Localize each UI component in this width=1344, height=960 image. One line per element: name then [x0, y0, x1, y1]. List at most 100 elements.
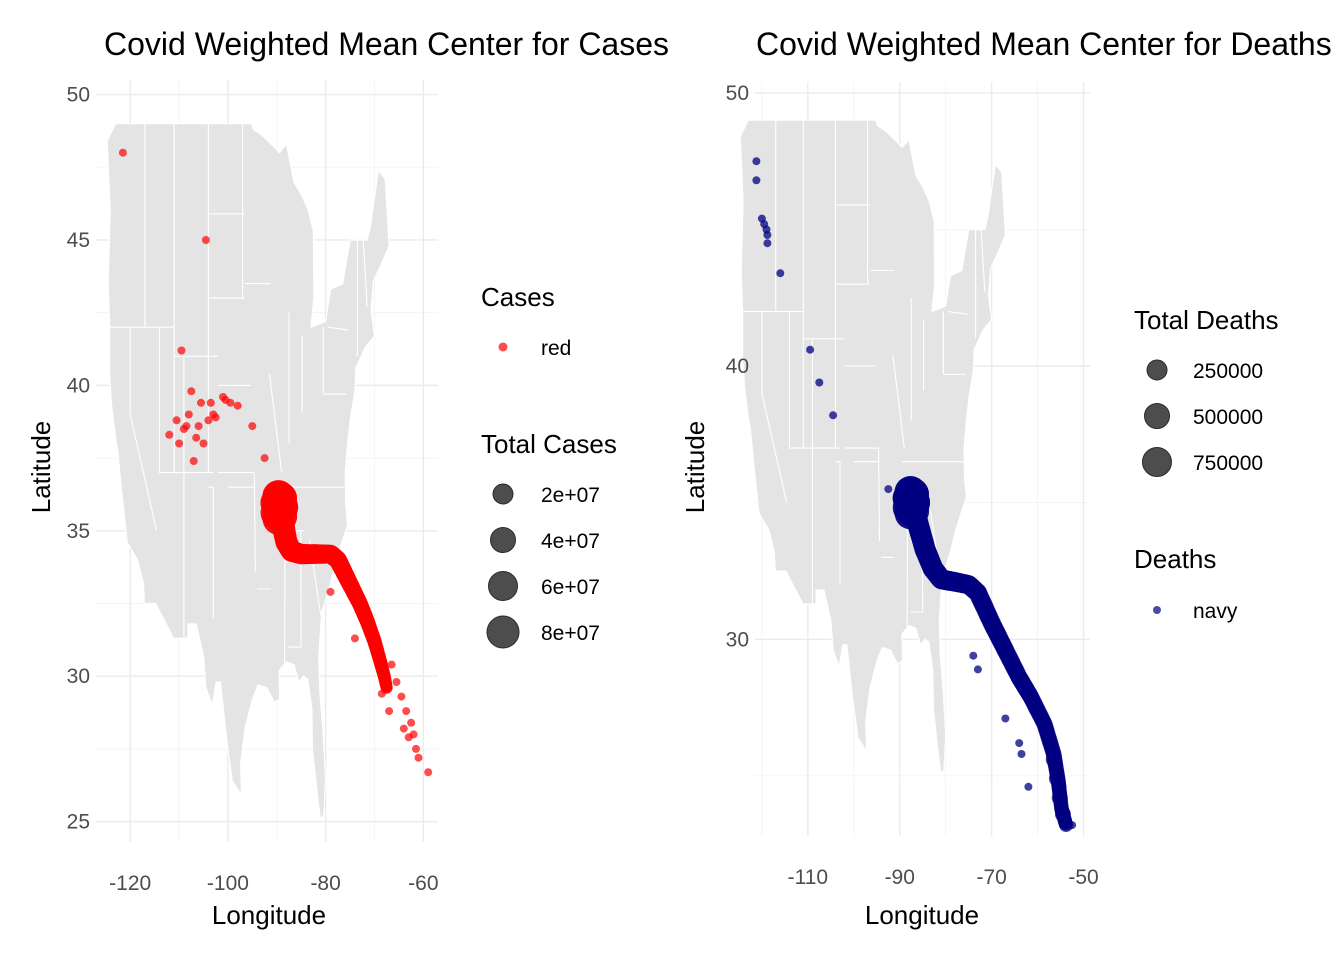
cases-point	[199, 439, 208, 448]
cases-us-outline	[106, 123, 390, 820]
cases-x-axis-title: Longitude	[212, 900, 326, 930]
deaths-point	[884, 485, 893, 494]
deaths-point	[815, 378, 824, 387]
deaths-us-basemap	[739, 119, 1007, 775]
cases-point	[377, 689, 386, 698]
cases-size-label-4: 8e+07	[541, 622, 600, 645]
deaths-state-border	[947, 310, 968, 315]
deaths-point	[1045, 751, 1062, 768]
cases-point	[387, 660, 396, 669]
deaths-x-tick-label: -110	[788, 866, 828, 889]
deaths-point	[752, 157, 761, 166]
cases-point	[399, 724, 408, 733]
deaths-y-axis-title: Latitude	[680, 421, 710, 514]
cases-state-border	[328, 326, 349, 331]
deaths-size-key-3	[1142, 447, 1172, 477]
cases-state-border	[362, 239, 368, 307]
cases-state-border	[288, 530, 302, 648]
deaths-x-tick-label: -90	[885, 866, 915, 889]
deaths-cluster-point	[892, 482, 925, 515]
cases-point	[412, 744, 420, 753]
deaths-point	[930, 556, 939, 565]
deaths-size-legend: Total Deaths 250000 500000 750000	[1134, 305, 1279, 477]
cases-y-tick-label: 45	[67, 229, 90, 252]
cases-point	[197, 398, 205, 407]
cases-point	[182, 422, 191, 431]
deaths-point	[1015, 739, 1024, 748]
deaths-us-outline	[739, 119, 1007, 775]
deaths-point	[1024, 782, 1033, 791]
cases-point	[221, 395, 230, 404]
deaths-y-tick-label: 40	[726, 355, 749, 378]
cases-point	[326, 587, 335, 596]
deaths-point	[829, 411, 838, 420]
deaths-state-border	[878, 448, 881, 542]
deaths-size-label-3: 750000	[1193, 452, 1263, 475]
cases-size-key-3	[488, 571, 518, 601]
cases-cluster-point	[260, 486, 293, 519]
deaths-x-axis-title: Longitude	[865, 900, 979, 930]
deaths-point	[1054, 806, 1071, 823]
deaths-chart-title: Covid Weighted Mean Center for Deaths	[756, 26, 1332, 62]
cases-size-key-4	[486, 615, 520, 649]
cases-point	[233, 401, 242, 410]
cases-point	[392, 678, 401, 686]
deaths-point	[763, 231, 772, 239]
deaths-color-legend-title: Deaths	[1134, 544, 1216, 574]
cases-state-border	[208, 486, 214, 619]
deaths-x-tick-label: -50	[1068, 866, 1098, 889]
cases-point	[189, 457, 198, 465]
deaths-point	[1068, 821, 1077, 830]
cases-point	[187, 387, 196, 396]
cases-x-tick-label: -120	[109, 872, 151, 895]
deaths-point	[1017, 750, 1026, 758]
deaths-state-border	[788, 311, 840, 449]
cases-point	[350, 634, 359, 643]
deaths-tick-labels: -110 -90 -70 -50 30 40 50	[726, 82, 1099, 889]
cases-tick-labels: -120 -100 -80 -60 25 30 35 40 45 50	[67, 84, 439, 895]
cases-y-axis-title: Latitude	[26, 421, 56, 514]
deaths-size-legend-title: Total Deaths	[1134, 305, 1279, 335]
cases-point	[177, 346, 186, 355]
deaths-size-label-1: 250000	[1193, 360, 1263, 383]
deaths-color-legend-key	[1153, 606, 1161, 614]
cases-y-tick-label: 30	[67, 665, 90, 688]
cases-point	[407, 718, 416, 727]
cases-x-tick-label: -100	[207, 872, 249, 895]
deaths-state-border	[892, 355, 905, 449]
deaths-state-border	[980, 229, 986, 293]
deaths-y-tick-label: 50	[726, 82, 749, 105]
cases-y-tick-label: 25	[67, 811, 90, 834]
deaths-color-legend-label: navy	[1193, 600, 1238, 623]
cases-size-key-1	[492, 483, 514, 505]
cases-point	[397, 692, 406, 701]
cases-point	[424, 768, 433, 777]
deaths-state-border	[761, 311, 788, 503]
deaths-state-border	[835, 461, 841, 585]
cases-point	[260, 454, 269, 463]
cases-state-border	[158, 327, 214, 474]
deaths-point	[776, 269, 785, 278]
deaths-point	[969, 651, 978, 660]
deaths-point	[1001, 714, 1010, 723]
cases-size-key-2	[490, 527, 516, 553]
deaths-point	[939, 577, 948, 586]
cases-size-legend-title: Total Cases	[481, 429, 617, 459]
cases-color-legend-label: red	[541, 337, 571, 360]
cases-size-label-2: 4e+07	[541, 530, 600, 553]
cases-size-label-3: 6e+07	[541, 576, 600, 599]
cases-chart-title: Covid Weighted Mean Center for Cases	[104, 26, 669, 62]
cases-point	[206, 398, 215, 407]
deaths-color-legend: Deaths navy	[1134, 544, 1238, 623]
cases-data-points	[118, 148, 433, 777]
cases-state-border	[253, 472, 256, 572]
cases-state-border	[129, 327, 158, 531]
deaths-point	[1051, 789, 1068, 806]
cases-y-tick-label: 40	[67, 374, 90, 397]
deaths-panel: Covid Weighted Mean Center for Deaths -1…	[680, 26, 1332, 930]
cases-color-legend: Cases red	[481, 282, 571, 360]
deaths-size-key-1	[1146, 359, 1168, 381]
deaths-point	[973, 665, 982, 674]
deaths-point	[1048, 770, 1065, 787]
